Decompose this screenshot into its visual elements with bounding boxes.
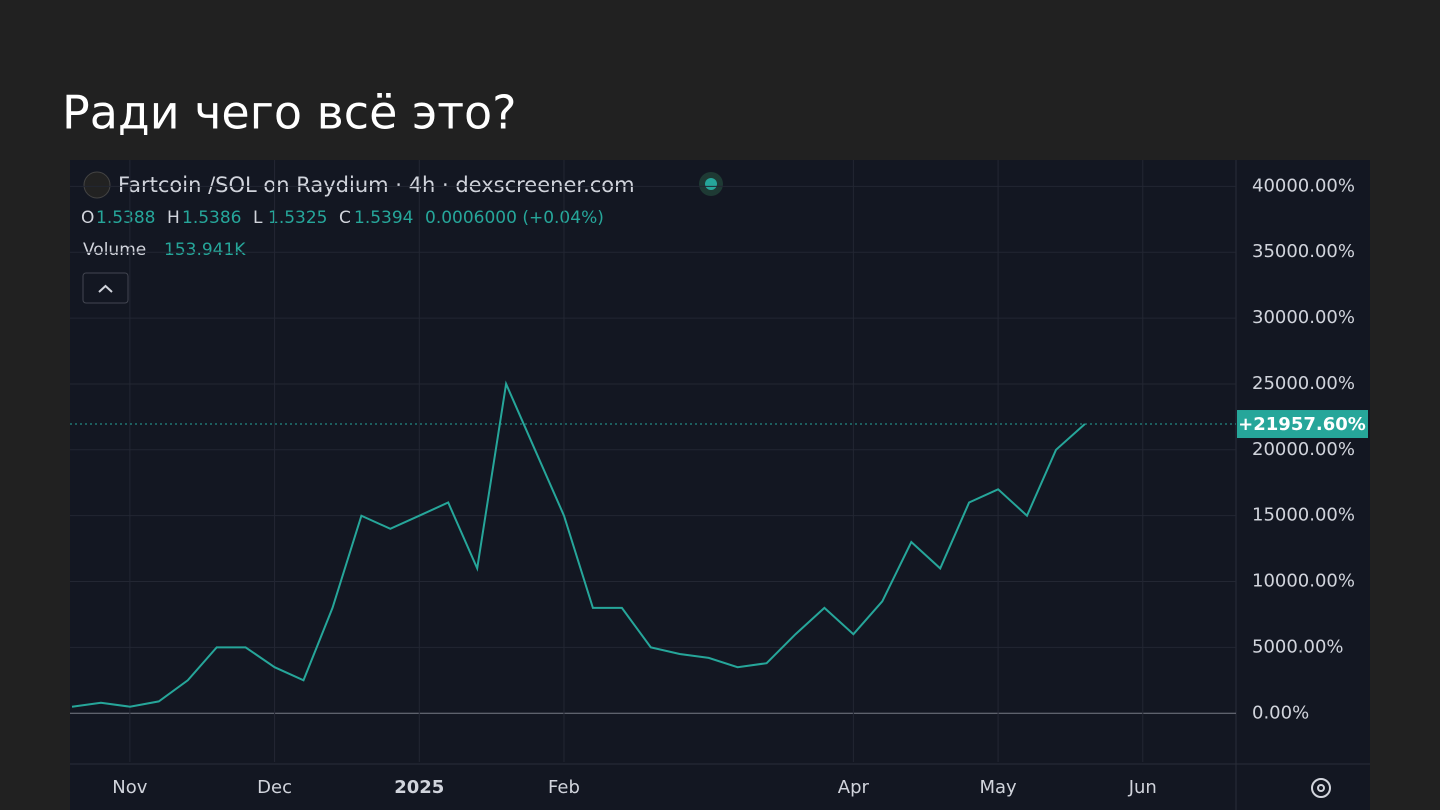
y-tick-label: 0.00% <box>1252 702 1309 723</box>
ohlc-legend: O 1.5388 H 1.5386 L 1.5325 C 1.5394 0.0006000 (+… <box>81 208 604 228</box>
collapse-button[interactable] <box>82 272 129 304</box>
volume-value: 153.941K <box>164 240 246 260</box>
x-tick-label: 2025 <box>394 777 444 798</box>
ohlc-value: 1.5325 <box>268 208 327 228</box>
ohlc-change: 0.0006000 (+0.04%) <box>425 208 604 228</box>
y-tick-label: 20000.00% <box>1252 439 1355 460</box>
x-tick-label: Dec <box>257 777 292 798</box>
y-tick-label: 30000.00% <box>1252 307 1355 328</box>
ohlc-key: C <box>339 208 351 228</box>
volume-label: Volume <box>83 240 146 260</box>
ohlc-value: 1.5388 <box>96 208 155 228</box>
slide-title: Ради чего всё это? <box>62 86 517 140</box>
settings-icon <box>1317 784 1325 792</box>
price-line <box>71 380 1086 708</box>
ohlc-key: H <box>167 208 180 228</box>
status-dot <box>705 178 717 190</box>
x-tick-label: Apr <box>838 777 870 798</box>
x-tick-label: Nov <box>112 777 147 798</box>
ohlc-value: 1.5386 <box>182 208 241 228</box>
x-tick-label: Jun <box>1128 777 1157 798</box>
chart-panel <box>70 160 1370 810</box>
y-tick-label: 5000.00% <box>1252 636 1344 657</box>
ohlc-value: 1.5394 <box>354 208 413 228</box>
y-tick-label: 40000.00% <box>1252 175 1355 196</box>
coin-icon <box>83 171 111 199</box>
last-price-badge <box>1237 410 1368 439</box>
x-tick-label: Feb <box>548 777 580 798</box>
y-tick-label: 15000.00% <box>1252 505 1355 526</box>
last-price-label: +21957.60% <box>1238 414 1366 435</box>
ohlc-key: O <box>81 208 94 228</box>
x-tick-label: May <box>979 777 1017 798</box>
y-tick-label: 10000.00% <box>1252 571 1355 592</box>
y-tick-label: 25000.00% <box>1252 373 1355 394</box>
collapse-icon <box>98 284 113 293</box>
settings-button[interactable] <box>1311 778 1331 798</box>
ohlc-key: L <box>253 208 263 228</box>
y-tick-label: 35000.00% <box>1252 241 1355 262</box>
chart-title: Fartcoin /SOL on Raydium · 4h · dexscree… <box>118 173 635 197</box>
